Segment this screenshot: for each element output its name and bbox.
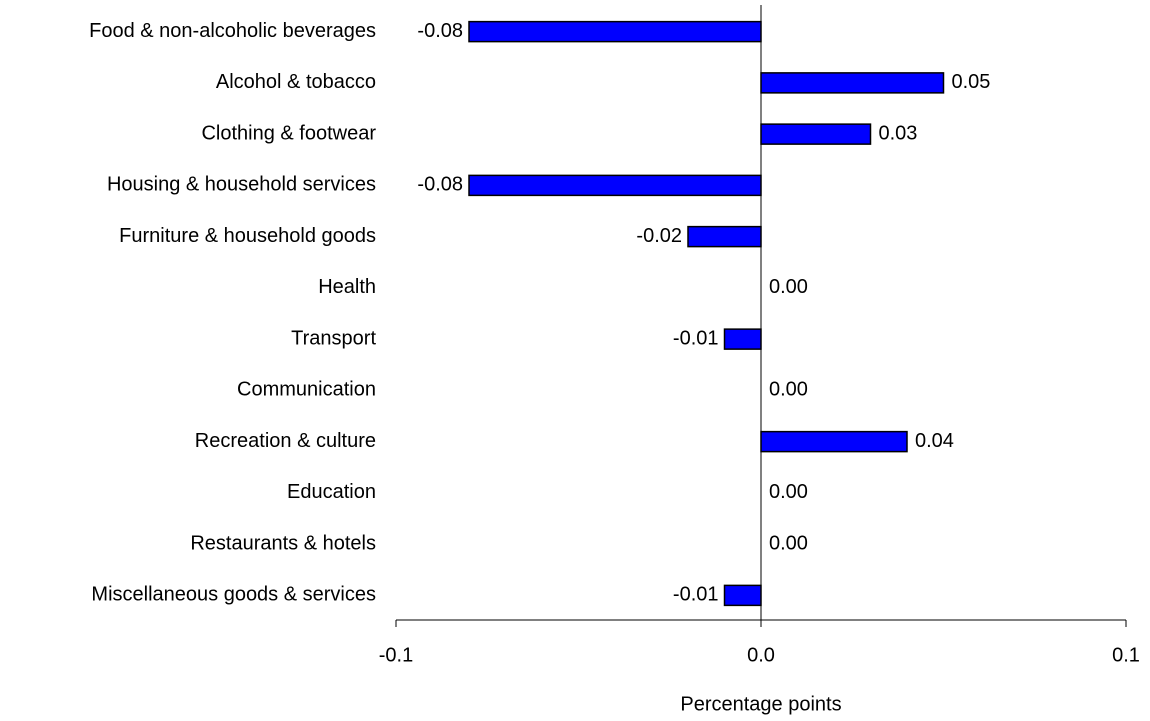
x-tick-label: 0.0 xyxy=(747,644,775,666)
value-label: 0.00 xyxy=(769,276,808,298)
y-tick-label: Miscellaneous goods & services xyxy=(91,584,376,606)
x-tick-label: 0.1 xyxy=(1112,644,1140,666)
value-label: 0.04 xyxy=(915,430,954,452)
y-tick-label: Restaurants & hotels xyxy=(190,532,376,554)
y-tick-label: Recreation & culture xyxy=(195,430,376,452)
bar xyxy=(760,123,872,145)
bar xyxy=(468,20,762,43)
bar xyxy=(760,430,908,453)
value-label: 0.00 xyxy=(769,379,808,401)
y-tick-label: Housing & household services xyxy=(107,174,376,196)
bar xyxy=(468,174,762,197)
y-tick-label: Education xyxy=(287,481,376,503)
x-tick-label: -0.1 xyxy=(379,644,413,666)
value-label: 0.03 xyxy=(879,122,918,144)
value-label: -0.01 xyxy=(673,584,719,606)
y-tick-label: Health xyxy=(318,276,376,298)
value-label: -0.08 xyxy=(417,20,463,42)
y-tick-label: Clothing & footwear xyxy=(201,122,376,144)
bar xyxy=(687,225,762,248)
value-label: 0.00 xyxy=(769,481,808,503)
x-axis-label: Percentage points xyxy=(680,693,841,715)
y-tick-label: Food & non-alcoholic beverages xyxy=(89,20,376,42)
value-label: 0.00 xyxy=(769,532,808,554)
y-tick-label: Alcohol & tobacco xyxy=(216,71,376,93)
value-label: 0.05 xyxy=(952,71,991,93)
y-tick-label: Furniture & household goods xyxy=(119,225,376,247)
y-tick-label: Communication xyxy=(237,379,376,401)
value-label: -0.02 xyxy=(636,225,682,247)
bar xyxy=(723,584,762,607)
y-tick-label: Transport xyxy=(291,327,376,349)
bar xyxy=(760,72,945,94)
value-label: -0.08 xyxy=(417,174,463,196)
value-label: -0.01 xyxy=(673,327,719,349)
bar xyxy=(723,328,762,350)
